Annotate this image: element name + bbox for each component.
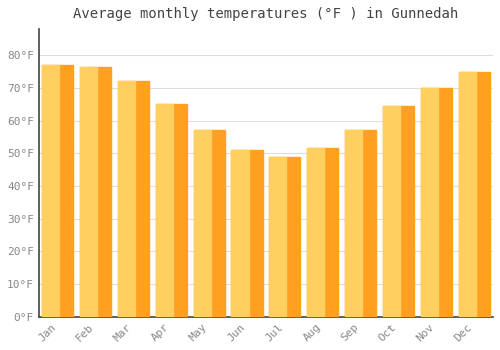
Bar	[458, 71, 475, 317]
Bar	[80, 66, 111, 317]
Bar	[383, 106, 400, 317]
Bar	[156, 104, 187, 317]
Bar	[118, 81, 135, 317]
Bar	[42, 65, 60, 317]
Bar	[194, 131, 210, 317]
Bar	[458, 71, 490, 317]
Bar	[345, 131, 376, 317]
Title: Average monthly temperatures (°F ) in Gunnedah: Average monthly temperatures (°F ) in Gu…	[74, 7, 458, 21]
Bar	[42, 65, 74, 317]
Bar	[270, 156, 286, 317]
Bar	[232, 150, 248, 317]
Bar	[118, 81, 149, 317]
Bar	[232, 150, 262, 317]
Bar	[383, 106, 414, 317]
Bar	[80, 66, 97, 317]
Bar	[307, 148, 324, 317]
Bar	[421, 88, 438, 317]
Bar	[194, 131, 224, 317]
Bar	[421, 88, 452, 317]
Bar	[307, 148, 338, 317]
Bar	[156, 104, 173, 317]
Bar	[345, 131, 362, 317]
Bar	[270, 156, 300, 317]
